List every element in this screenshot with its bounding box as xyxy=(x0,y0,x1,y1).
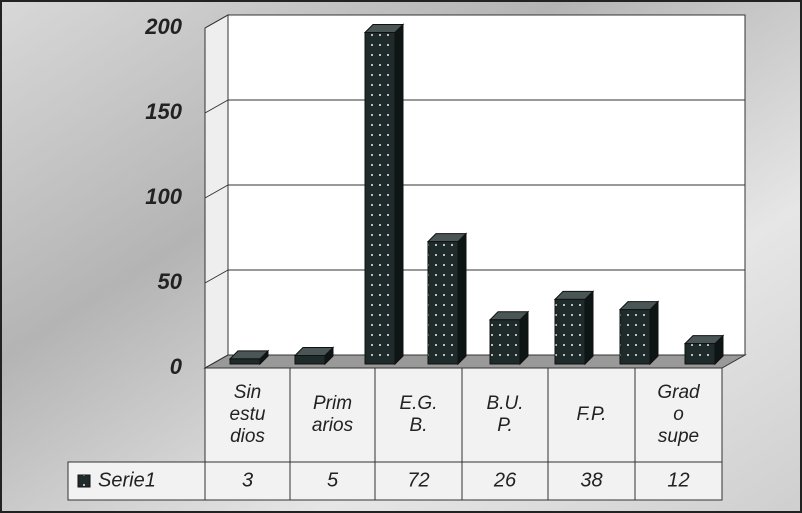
y-tick-label: 100 xyxy=(145,184,182,209)
y-tick-label: 200 xyxy=(144,14,182,39)
bar xyxy=(293,346,335,366)
bar-front xyxy=(489,319,521,365)
legend-label: Serie1 xyxy=(98,469,156,491)
table-value: 12 xyxy=(667,469,689,491)
bar-side xyxy=(649,300,659,366)
bar xyxy=(683,334,725,366)
table-value: 38 xyxy=(580,469,602,491)
x-tick-label: Prim arios xyxy=(312,393,354,436)
table-value: 5 xyxy=(327,469,339,491)
bar xyxy=(426,232,468,366)
legend-swatch xyxy=(77,474,91,488)
bar xyxy=(618,300,660,366)
bar-front xyxy=(427,241,459,365)
grid-line xyxy=(204,14,229,29)
x-tick-label: Sin estu dios xyxy=(230,382,266,447)
grid-line xyxy=(204,354,229,369)
x-tick-label: F.P. xyxy=(577,404,607,425)
bar-side xyxy=(584,290,594,366)
bar-side xyxy=(519,310,529,366)
bar-front xyxy=(684,343,716,365)
bar xyxy=(553,290,595,366)
table-value: 26 xyxy=(493,469,517,491)
bar-front xyxy=(554,298,586,365)
bar xyxy=(363,23,405,366)
floor xyxy=(203,354,747,369)
grid-line xyxy=(204,184,229,199)
table-value: 3 xyxy=(242,469,253,491)
table-value: 72 xyxy=(407,469,429,491)
y-tick-label: 50 xyxy=(158,269,183,294)
y-tick-label: 150 xyxy=(145,99,182,124)
bar xyxy=(488,310,530,366)
bar xyxy=(228,349,270,366)
bar-side xyxy=(394,23,404,366)
grid-line xyxy=(204,269,229,284)
bar-front xyxy=(619,309,651,365)
y-tick-label: 0 xyxy=(170,354,183,379)
bar-front xyxy=(229,358,261,365)
bar-front xyxy=(294,355,326,365)
x-tick-label: Grad o supe xyxy=(657,382,701,447)
data-table: Serie1 xyxy=(67,367,723,501)
bar-side xyxy=(457,232,467,366)
x-tick-label: E.G. B. xyxy=(399,393,437,436)
bar-front xyxy=(364,32,396,365)
x-tick-label: B.U. P. xyxy=(487,393,524,436)
grid-line xyxy=(204,99,229,114)
